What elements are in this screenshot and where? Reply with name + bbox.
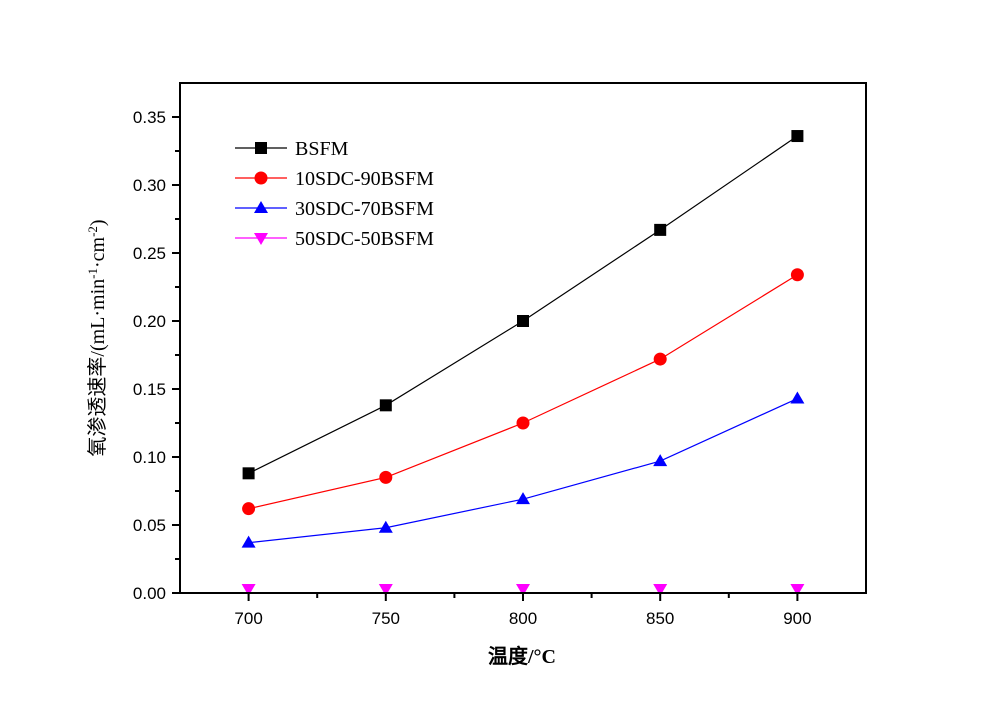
y-tick-label: 0.10	[133, 448, 166, 467]
x-tick-label: 900	[783, 609, 811, 628]
data-point	[653, 584, 668, 596]
series-line	[248, 274, 798, 510]
x-tick-label: 800	[509, 609, 537, 628]
y-axis-title-sup2: -2	[85, 226, 100, 237]
y-tick-label: 0.20	[133, 312, 166, 331]
legend-label: 10SDC-90BSFM	[295, 168, 434, 190]
data-point	[241, 584, 256, 596]
legend: BSFM 10SDC-90BSFM 30SDC-70BSFM 50SDC-50BSFM	[235, 138, 434, 250]
y-tick-label: 0.30	[133, 176, 166, 195]
y-tick-label: 0.25	[133, 244, 166, 263]
series-BSFM	[242, 130, 804, 480]
data-point	[516, 492, 530, 505]
data-point	[790, 391, 805, 404]
y-axis-title-sup1: -1	[85, 268, 100, 279]
legend-label: 30SDC-70BSFM	[295, 198, 434, 220]
y-axis-title-mid: ·cm	[87, 236, 109, 268]
legend-label: BSFM	[295, 138, 349, 160]
y-tick-label: 0.00	[133, 584, 166, 603]
data-point	[241, 535, 256, 548]
series-layer	[241, 130, 805, 596]
y-tick-label: 0.15	[133, 380, 166, 399]
data-point	[791, 130, 804, 143]
legend-item: 10SDC-90BSFM	[235, 168, 434, 190]
data-point	[516, 416, 530, 430]
data-point	[790, 268, 804, 282]
data-point	[378, 584, 393, 596]
x-tick-label: 850	[646, 609, 674, 628]
data-point	[378, 520, 393, 533]
x-tick-label: 700	[234, 609, 262, 628]
data-point	[242, 502, 256, 516]
legend-item: BSFM	[235, 138, 349, 160]
series-10SDC-90BSFM	[242, 268, 804, 516]
data-point	[653, 352, 667, 366]
axes-layer: 700 750 800 850 900 0.00 0.05 0.10 0.15 0.20 0.25 0…	[133, 108, 812, 628]
y-tick-label: 0.35	[133, 108, 166, 127]
legend-marker	[254, 233, 268, 245]
data-point	[517, 315, 529, 327]
y-tick-label: 0.05	[133, 516, 166, 535]
legend-marker	[254, 201, 268, 213]
data-point	[379, 399, 392, 412]
legend-item: 50SDC-50BSFM	[235, 228, 434, 250]
series-30SDC-70BSFM	[241, 391, 805, 548]
data-point	[516, 584, 530, 596]
x-axis-title: 温度/°C	[488, 644, 556, 668]
data-point	[379, 470, 393, 484]
data-point	[654, 223, 667, 236]
data-point	[790, 584, 805, 596]
legend-label: 50SDC-50BSFM	[295, 228, 434, 250]
data-point	[242, 467, 255, 480]
y-axis-title-main: 氧渗透速率/(mL·min	[86, 279, 109, 457]
legend-item: 30SDC-70BSFM	[235, 198, 434, 220]
y-axis-title: 氧渗透速率/(mL·min-1·cm-2)	[85, 219, 110, 456]
legend-marker	[254, 171, 268, 185]
y-axis-title-end: )	[87, 219, 109, 226]
legend-marker	[255, 142, 267, 154]
x-tick-label: 750	[372, 609, 400, 628]
data-point	[653, 454, 668, 467]
